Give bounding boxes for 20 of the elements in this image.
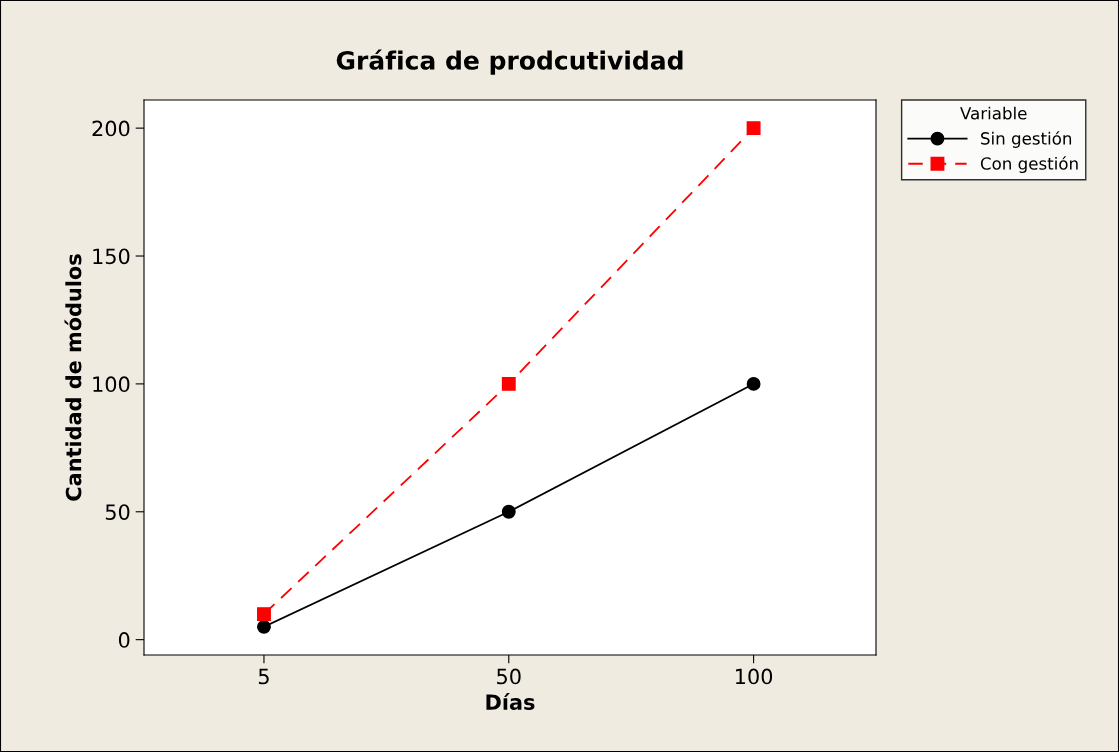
point [257, 607, 271, 622]
chart-title: Gráfica de prodcutividad [336, 49, 683, 75]
y-tick-label: 100 [93, 376, 130, 393]
point [746, 376, 761, 391]
x-axis-title: Días [486, 693, 535, 711]
legend-label: Sin gestión [981, 131, 1072, 148]
point [257, 619, 271, 634]
point [746, 121, 761, 136]
legend-title: Variable [960, 106, 1027, 120]
y-tick-label: 50 [105, 504, 130, 520]
legend-label: Con gestión [980, 156, 1078, 174]
x-tick-label: 5 [258, 668, 269, 685]
point [501, 504, 516, 519]
x-tick-label: 50 [497, 668, 521, 685]
y-tick-label: 0 [118, 632, 130, 648]
y-axis-title: Cantidad de módulos [64, 254, 82, 501]
x-tick-label: 100 [736, 668, 773, 685]
y-tick-label: 150 [93, 248, 130, 265]
y-tick-label: 200 [92, 120, 130, 137]
point [501, 376, 516, 391]
